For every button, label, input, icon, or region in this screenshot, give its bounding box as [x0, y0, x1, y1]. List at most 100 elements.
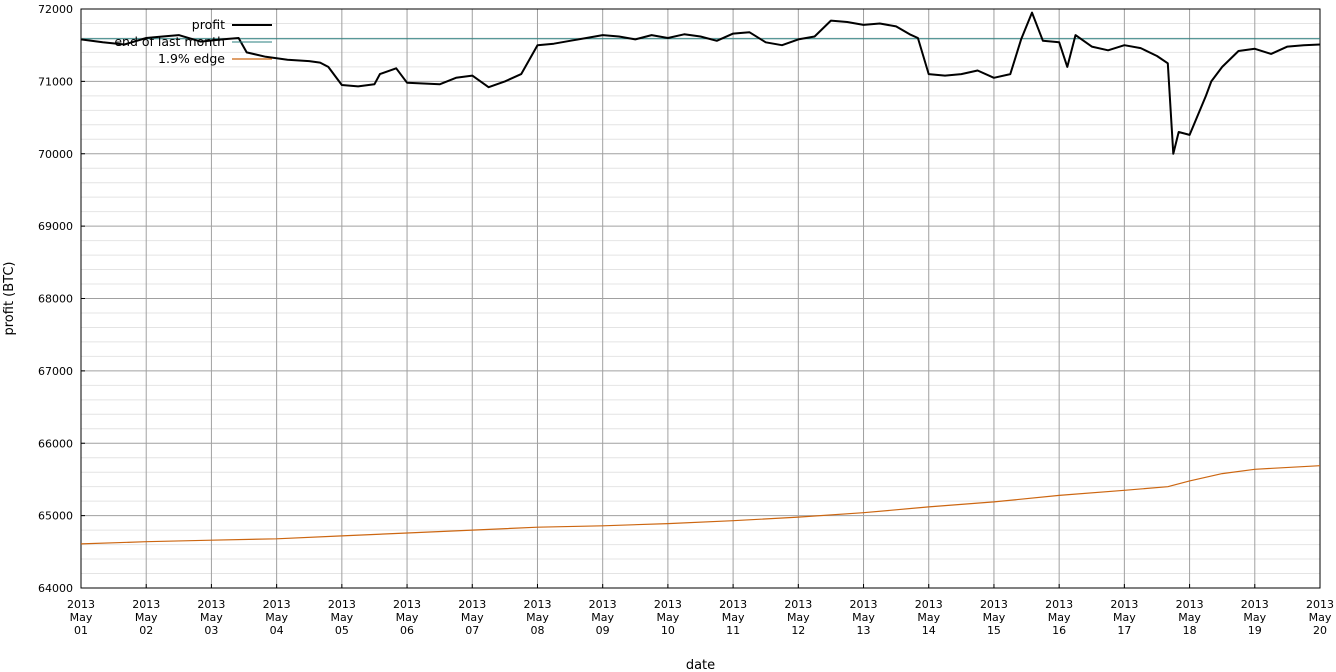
x-tick-day: 06	[400, 624, 414, 637]
x-tick-day: 13	[857, 624, 871, 637]
y-tick-label: 69000	[38, 220, 73, 233]
y-axis-ticks: 64000 65000 66000 67000 68000 69000 70000 71000…	[38, 3, 85, 595]
x-tick-year: 2013	[589, 598, 617, 611]
series-line-2	[80, 465, 1321, 545]
x-tick-day: 12	[791, 624, 805, 637]
x-tick-day: 19	[1248, 624, 1262, 637]
x-tick-month: May	[591, 611, 614, 624]
x-tick-day: 07	[465, 624, 479, 637]
x-tick-day: 14	[922, 624, 936, 637]
x-tick-month: May	[983, 611, 1006, 624]
x-tick-month: May	[852, 611, 875, 624]
x-tick-month: May	[461, 611, 484, 624]
x-tick-day: 02	[139, 624, 153, 637]
x-tick-year: 2013	[1306, 598, 1334, 611]
x-tick-month: May	[526, 611, 549, 624]
x-tick-year: 2013	[263, 598, 291, 611]
y-tick-label: 65000	[38, 510, 73, 523]
legend-label: profit	[192, 17, 225, 32]
x-axis-title: date	[686, 658, 715, 672]
x-tick-month: May	[200, 611, 223, 624]
y-tick-label: 72000	[38, 3, 73, 16]
x-tick-year: 2013	[523, 598, 551, 611]
x-tick-day: 10	[661, 624, 675, 637]
x-tick-year: 2013	[328, 598, 356, 611]
series-line-0	[80, 11, 1321, 155]
x-tick-month: May	[330, 611, 353, 624]
y-tick-label: 68000	[38, 293, 73, 306]
x-tick-year: 2013	[784, 598, 812, 611]
x-tick-day: 11	[726, 624, 740, 637]
y-axis-title: profit (BTC)	[2, 261, 17, 335]
y-tick-label: 70000	[38, 148, 73, 161]
x-tick-day: 01	[74, 624, 88, 637]
x-tick-year: 2013	[67, 598, 95, 611]
x-tick-month: May	[1113, 611, 1136, 624]
legend: profit end of last month 1.9% edge	[114, 17, 272, 66]
y-tick-label: 71000	[38, 75, 73, 88]
x-tick-month: May	[1048, 611, 1071, 624]
x-tick-month: May	[70, 611, 93, 624]
x-tick-year: 2013	[1045, 598, 1073, 611]
x-tick-year: 2013	[1176, 598, 1204, 611]
x-tick-day: 04	[270, 624, 284, 637]
x-tick-month: May	[1178, 611, 1201, 624]
x-tick-month: May	[787, 611, 810, 624]
x-tick-month: May	[265, 611, 288, 624]
x-tick-day: 17	[1117, 624, 1131, 637]
x-tick-month: May	[722, 611, 745, 624]
x-tick-month: May	[1309, 611, 1332, 624]
y-tick-label: 66000	[38, 437, 73, 450]
series-layer	[80, 11, 1321, 545]
x-tick-month: May	[396, 611, 419, 624]
x-tick-year: 2013	[719, 598, 747, 611]
x-tick-month: May	[917, 611, 940, 624]
x-tick-year: 2013	[393, 598, 421, 611]
x-tick-day: 05	[335, 624, 349, 637]
minor-grid	[81, 22, 1320, 575]
x-tick-year: 2013	[132, 598, 160, 611]
x-tick-day: 16	[1052, 624, 1066, 637]
y-tick-label: 64000	[38, 582, 73, 595]
x-tick-day: 15	[987, 624, 1001, 637]
x-tick-year: 2013	[980, 598, 1008, 611]
x-tick-day: 09	[596, 624, 610, 637]
x-tick-year: 2013	[1110, 598, 1138, 611]
x-tick-day: 20	[1313, 624, 1327, 637]
x-tick-day: 03	[204, 624, 218, 637]
y-tick-label: 67000	[38, 365, 73, 378]
x-tick-month: May	[135, 611, 158, 624]
x-tick-year: 2013	[458, 598, 486, 611]
x-tick-year: 2013	[654, 598, 682, 611]
x-tick-year: 2013	[1241, 598, 1269, 611]
x-tick-month: May	[657, 611, 680, 624]
x-tick-year: 2013	[197, 598, 225, 611]
x-tick-year: 2013	[915, 598, 943, 611]
legend-label: end of last month	[114, 34, 225, 49]
x-tick-day: 18	[1183, 624, 1197, 637]
x-tick-day: 08	[530, 624, 544, 637]
x-tick-month: May	[1243, 611, 1266, 624]
